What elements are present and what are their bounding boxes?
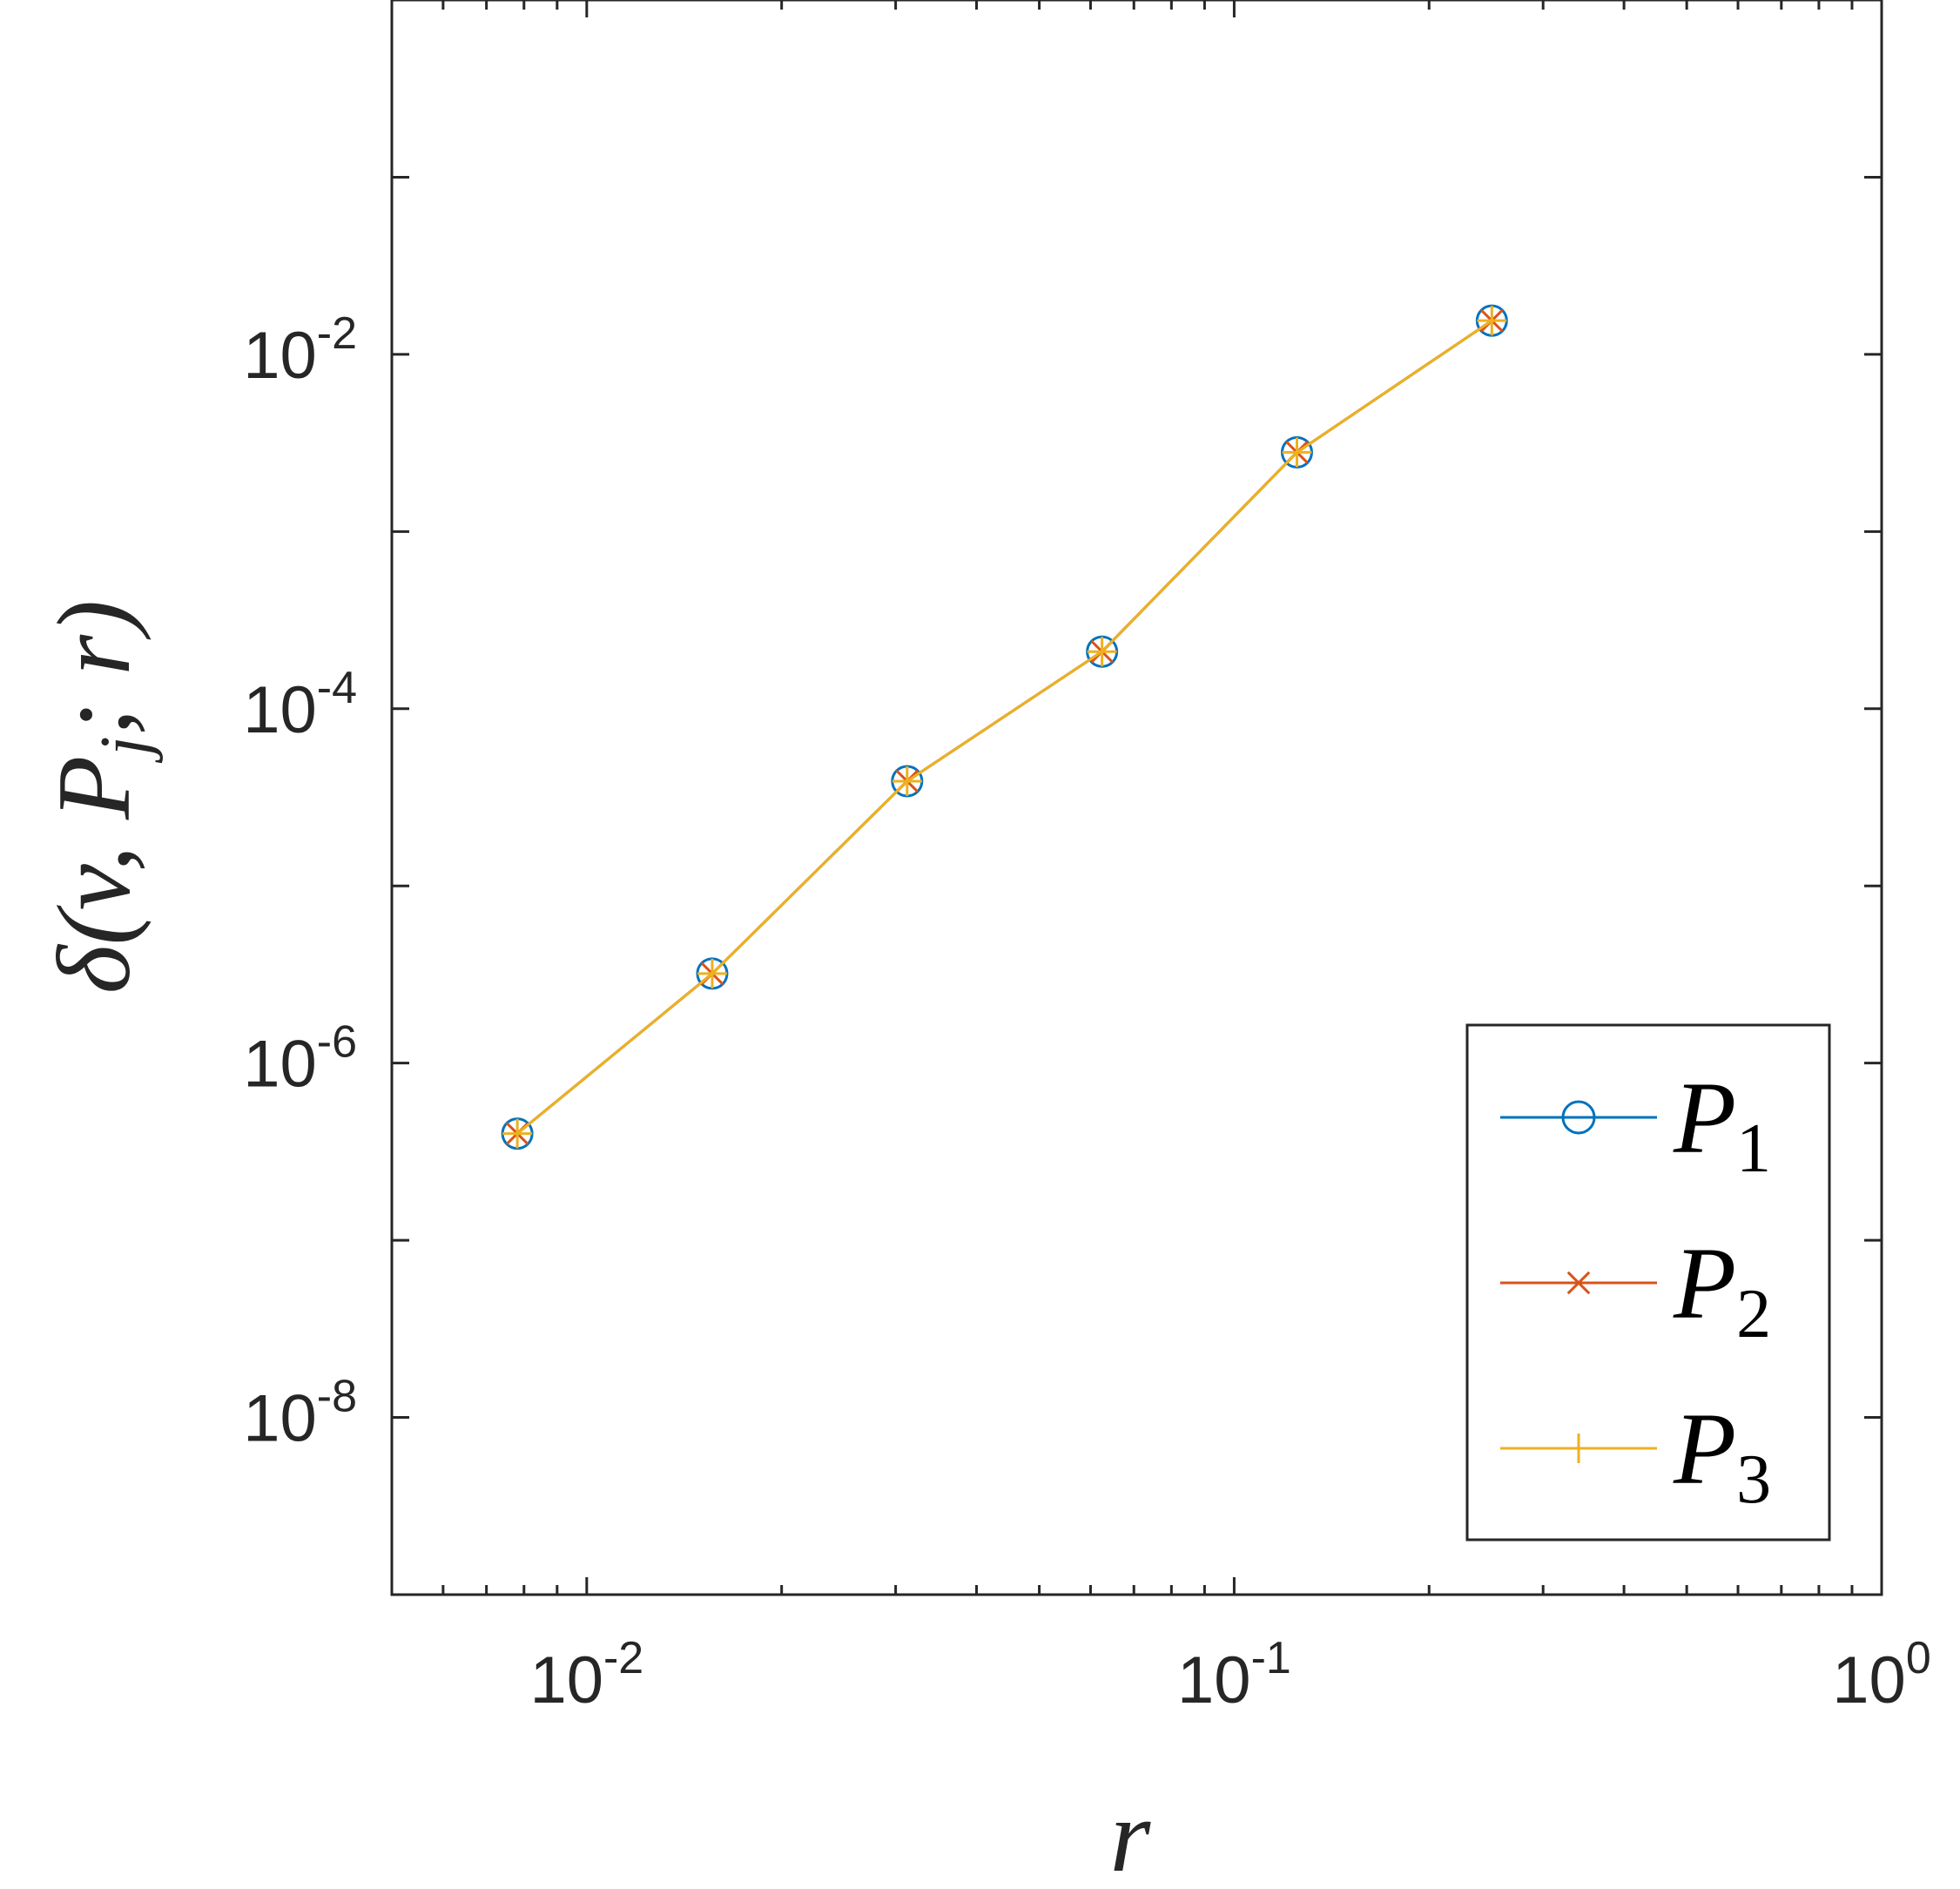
legend-item-P2: P2	[1500, 1226, 1771, 1353]
x-tick-label-base: 10	[1177, 1643, 1251, 1717]
y-tick-label-base: 10	[243, 319, 317, 393]
y-tick-label: 10-6	[243, 1017, 357, 1102]
y-axis-title-head: δ(v, P	[36, 756, 152, 994]
y-tick-label-exp: -6	[317, 1017, 357, 1068]
x-tick-label-base: 10	[529, 1643, 603, 1717]
axis-ticks	[390, 0, 1883, 1596]
y-tick-label-exp: -2	[317, 308, 357, 359]
legend-label: P1	[1673, 1061, 1771, 1187]
x-tick-label-exp: 0	[1906, 1633, 1931, 1683]
x-tick-labels: 10-2 10-1 100	[529, 1633, 1930, 1717]
y-tick-label: 10-8	[243, 1372, 357, 1456]
y-tick-label-base: 10	[243, 673, 317, 747]
series-layer	[501, 304, 1508, 1150]
x-axis-title: r	[1110, 1778, 1152, 1889]
legend-label: P2	[1673, 1226, 1771, 1353]
y-axis-title-tail: ; r)	[36, 600, 152, 737]
y-tick-label-exp: -4	[317, 663, 357, 713]
x-tick-label: 10-2	[529, 1633, 643, 1717]
series-line	[516, 319, 1493, 1135]
x-tick-label-base: 10	[1832, 1643, 1906, 1717]
marker-circle	[1561, 1100, 1596, 1135]
legend-label-base: P	[1673, 1392, 1736, 1506]
y-tick-label-exp: -8	[317, 1372, 357, 1422]
marker-x-b	[1566, 1271, 1591, 1295]
legend-item-P1: P1	[1500, 1061, 1771, 1187]
legend-label-sub: 1	[1736, 1110, 1771, 1187]
legend-item-P3: P3	[1500, 1392, 1771, 1518]
legend-label: P3	[1673, 1392, 1771, 1518]
x-tick-label-exp: -1	[1251, 1633, 1291, 1683]
y-tick-label-base: 10	[243, 1382, 317, 1456]
legend-label-base: P	[1673, 1061, 1736, 1175]
legend-label-base: P	[1673, 1226, 1736, 1340]
series-P3	[502, 306, 1507, 1149]
x-tick-label: 100	[1832, 1633, 1930, 1717]
y-axis-title: δ(v, Pj; r)	[36, 600, 164, 994]
legend-label-sub: 3	[1736, 1441, 1771, 1518]
legend-label-sub: 2	[1736, 1276, 1771, 1353]
y-tick-label: 10-2	[243, 308, 357, 393]
x-tick-label-exp: -2	[603, 1633, 643, 1683]
y-tick-label: 10-4	[243, 663, 357, 747]
y-tick-labels: 10-810-610-410-2	[243, 308, 357, 1456]
x-tick-label: 10-1	[1177, 1633, 1291, 1717]
y-tick-label-base: 10	[243, 1028, 317, 1102]
